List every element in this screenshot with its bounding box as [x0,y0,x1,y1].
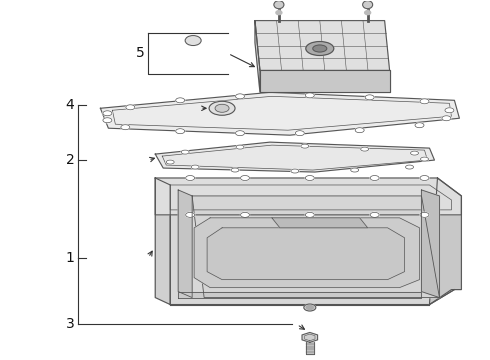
Polygon shape [155,178,462,215]
Ellipse shape [305,176,314,180]
Ellipse shape [231,168,239,172]
Bar [306,342,314,354]
Polygon shape [170,210,454,305]
Ellipse shape [370,212,379,217]
Ellipse shape [306,306,313,310]
Text: 1: 1 [66,251,74,265]
Ellipse shape [304,304,316,311]
Ellipse shape [305,93,314,98]
Ellipse shape [301,144,309,148]
Ellipse shape [406,165,414,169]
Ellipse shape [361,147,368,151]
Polygon shape [255,21,390,71]
Polygon shape [429,178,462,305]
Ellipse shape [241,176,249,180]
Ellipse shape [241,212,249,217]
Ellipse shape [365,95,374,100]
Ellipse shape [215,104,229,112]
Ellipse shape [295,131,304,136]
Ellipse shape [166,160,174,164]
Ellipse shape [186,212,195,217]
Polygon shape [155,178,170,305]
Ellipse shape [355,128,364,133]
Polygon shape [194,218,419,288]
Ellipse shape [420,157,428,161]
Ellipse shape [445,108,454,113]
Ellipse shape [236,131,245,136]
Text: 4: 4 [66,98,74,112]
Ellipse shape [181,150,189,154]
Polygon shape [255,21,260,92]
Ellipse shape [276,11,282,15]
Ellipse shape [126,105,135,110]
Ellipse shape [411,151,418,155]
Text: 3: 3 [66,318,74,332]
Ellipse shape [420,99,429,104]
Polygon shape [178,292,421,298]
Ellipse shape [363,1,372,9]
Ellipse shape [176,129,185,134]
Ellipse shape [176,98,185,103]
Polygon shape [260,71,390,92]
Polygon shape [100,92,460,135]
Ellipse shape [185,36,201,45]
Ellipse shape [274,1,284,9]
Polygon shape [421,190,440,298]
Ellipse shape [236,94,245,99]
Ellipse shape [209,101,235,115]
Ellipse shape [191,165,199,169]
Ellipse shape [103,111,112,116]
Ellipse shape [420,212,429,217]
Ellipse shape [420,176,429,180]
Text: 5: 5 [136,46,144,60]
Ellipse shape [291,169,299,173]
Ellipse shape [236,145,244,149]
Ellipse shape [370,176,379,180]
Polygon shape [155,142,435,172]
Ellipse shape [365,11,370,15]
Polygon shape [207,228,405,280]
Ellipse shape [442,116,451,121]
Ellipse shape [415,123,424,128]
Polygon shape [302,332,318,342]
Text: 2: 2 [66,153,74,167]
Ellipse shape [306,41,334,55]
Polygon shape [192,196,440,298]
Ellipse shape [121,125,130,130]
Polygon shape [272,218,368,228]
Ellipse shape [351,168,359,172]
Ellipse shape [305,212,314,217]
Polygon shape [178,190,192,298]
Ellipse shape [313,45,327,52]
Ellipse shape [186,176,195,180]
Ellipse shape [103,118,112,123]
